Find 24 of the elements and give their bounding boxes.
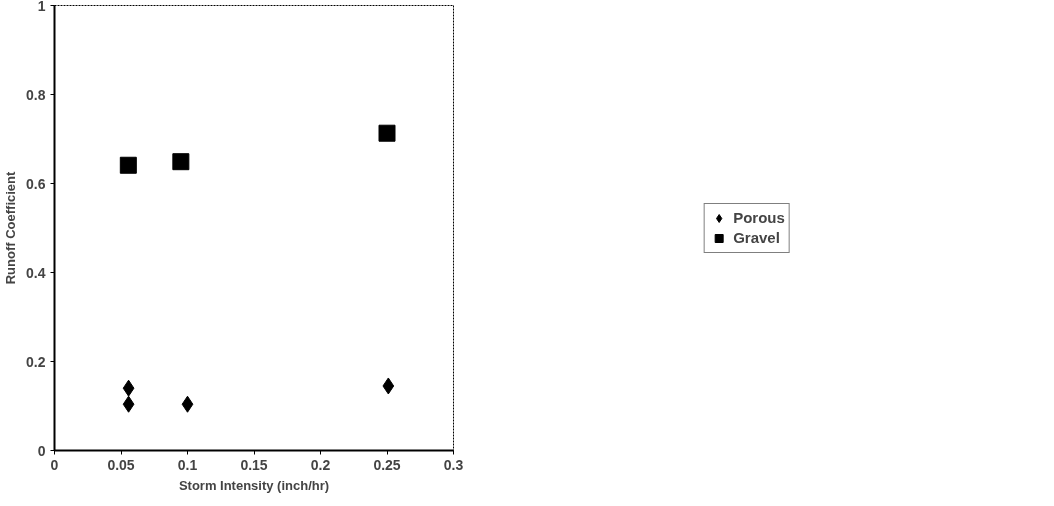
point bbox=[181, 395, 194, 413]
x-tick-label: 0.25 bbox=[373, 456, 401, 473]
y-tick-label: 0.8 bbox=[26, 86, 46, 103]
y-tick-label: 0.2 bbox=[26, 353, 46, 370]
y-tick-label: 0 bbox=[37, 442, 46, 459]
x-tick-label: 0.15 bbox=[240, 456, 268, 473]
x-tick-label: 0.3 bbox=[443, 456, 464, 473]
x-axis-title: Storm Intensity (inch/hr) bbox=[178, 477, 330, 493]
x-tick-label: 0.05 bbox=[107, 456, 135, 473]
x-tick-label: 0.2 bbox=[310, 456, 331, 473]
legend-label: Porous bbox=[733, 209, 785, 226]
x-tick-label: 0.1 bbox=[177, 456, 198, 473]
y-tick-label: 1 bbox=[37, 0, 46, 14]
y-tick-label: 0.4 bbox=[26, 264, 46, 281]
x-tick-label: 0 bbox=[50, 456, 59, 473]
legend-label: Gravel bbox=[733, 229, 780, 246]
point bbox=[378, 124, 396, 142]
point bbox=[172, 153, 190, 171]
y-tick-label: 0.6 bbox=[26, 175, 46, 192]
point bbox=[122, 379, 135, 397]
point bbox=[382, 377, 395, 395]
y-axis-title: Runoff Coefficient bbox=[3, 171, 19, 285]
point bbox=[119, 156, 137, 174]
point bbox=[122, 395, 135, 413]
